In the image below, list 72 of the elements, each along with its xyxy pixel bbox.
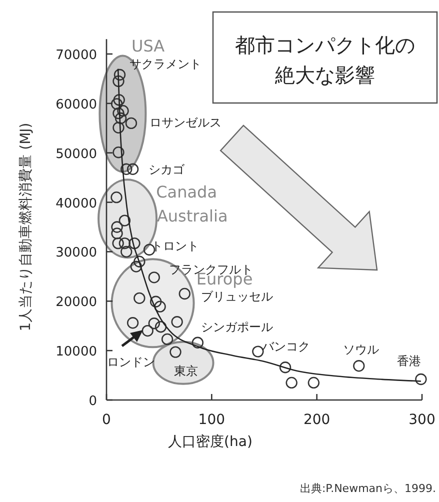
x-axis-title: 人口密度(ha) [168, 434, 252, 450]
point [154, 320, 167, 333]
annotation: バンコク [261, 339, 310, 354]
point [110, 191, 122, 204]
annotation: シンガポール [201, 320, 274, 334]
annotation: ブリュッセル [201, 289, 274, 304]
point [252, 346, 264, 358]
y-tick-label: 40000 [56, 196, 97, 212]
x-tick-label: 100 [198, 412, 226, 428]
point [134, 292, 146, 304]
point [279, 362, 292, 374]
x-tick-label: 200 [303, 412, 330, 428]
annotation: ソウル [343, 342, 380, 356]
point [308, 376, 320, 389]
annotation: シカゴ [148, 162, 186, 176]
text: 都市コンパクト化の絶大な影響 [235, 33, 415, 87]
y-tick-label: 50000 [56, 146, 97, 162]
annotation: Canada [156, 182, 218, 202]
point [110, 98, 123, 110]
point [286, 376, 298, 389]
point [125, 117, 138, 130]
point [112, 122, 124, 134]
point [148, 318, 160, 330]
point [128, 237, 140, 250]
annotation: サクラメント [130, 57, 202, 72]
point [161, 333, 174, 346]
annotation: トロント [151, 239, 200, 254]
x-tick-label: 300 [408, 412, 436, 428]
point [112, 237, 124, 250]
point [154, 300, 166, 312]
point [111, 221, 123, 233]
point [112, 146, 124, 158]
point [142, 324, 154, 337]
point [111, 228, 123, 240]
point [192, 336, 204, 349]
annotation: 香港 [396, 354, 421, 368]
y-tick-label: 60000 [56, 97, 97, 112]
point [148, 272, 160, 284]
annotation: Australia [156, 206, 228, 226]
annotation: ロンドン [107, 355, 156, 370]
point [113, 94, 125, 106]
y-axis-title: 1人当たり自動車燃料消費量 (MJ) [18, 122, 34, 332]
point [118, 214, 131, 226]
source-note: 出典:P.Newmanら、1999. [300, 482, 436, 495]
annotation: 東京 [174, 364, 198, 378]
point [134, 256, 146, 268]
point [114, 68, 126, 81]
point [120, 246, 132, 258]
point [120, 163, 132, 176]
y-tick-label: 10000 [56, 344, 97, 360]
point [118, 237, 131, 250]
point [117, 104, 129, 117]
y-tick-label: 70000 [56, 48, 97, 63]
point [353, 360, 365, 372]
point [170, 346, 182, 358]
point [126, 317, 139, 329]
y-tick-label: 20000 [56, 295, 97, 310]
point [415, 373, 427, 386]
point [112, 75, 124, 88]
point [150, 296, 162, 308]
point [178, 288, 190, 300]
point [126, 163, 139, 176]
annotation: ロサンゼルス [149, 115, 222, 130]
point [171, 316, 183, 328]
y-tick-label: 0 [88, 394, 97, 409]
point [112, 107, 124, 120]
annotation: USA [132, 36, 165, 56]
x-tick-label: 0 [102, 412, 111, 428]
point [114, 112, 127, 124]
point [143, 244, 156, 256]
y-tick-label: 30000 [56, 246, 97, 261]
point [130, 260, 142, 272]
